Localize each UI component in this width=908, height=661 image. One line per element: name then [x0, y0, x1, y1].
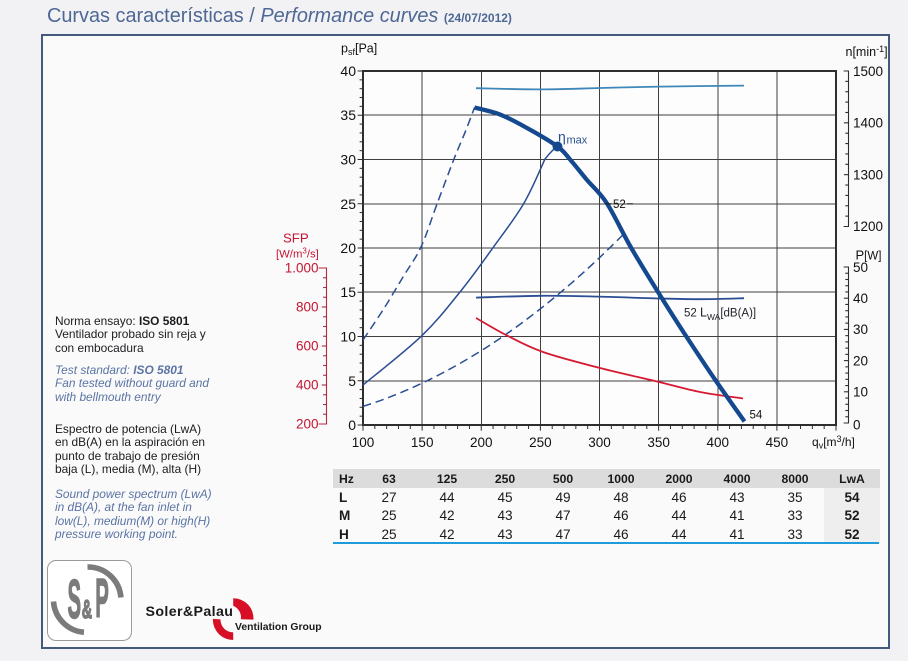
svg-text:800: 800 — [296, 300, 319, 315]
svg-text:35: 35 — [340, 107, 356, 123]
svg-text:100: 100 — [352, 435, 375, 450]
svg-text:P[W]: P[W] — [856, 248, 882, 263]
svg-text:0: 0 — [853, 418, 861, 433]
svg-text:P: P — [95, 566, 109, 628]
svg-text:Ventilation Group: Ventilation Group — [235, 622, 322, 633]
svg-text:Soler&Palau: Soler&Palau — [146, 604, 234, 620]
svg-text:[W/m3/s]: [W/m3/s] — [276, 247, 319, 261]
svg-text:1200: 1200 — [853, 219, 883, 234]
svg-text:S: S — [68, 568, 82, 630]
svg-text:20: 20 — [853, 353, 868, 368]
svg-text:max: max — [567, 134, 588, 146]
svg-text:1400: 1400 — [853, 116, 883, 131]
svg-text:25: 25 — [340, 196, 356, 212]
svg-text:1.000: 1.000 — [285, 261, 319, 276]
svg-text:30: 30 — [853, 322, 868, 337]
svg-text:250: 250 — [529, 435, 552, 450]
svg-text:150: 150 — [411, 435, 434, 450]
svg-text:10: 10 — [340, 329, 356, 345]
svg-text:300: 300 — [588, 435, 611, 450]
svg-text:54: 54 — [750, 410, 763, 422]
svg-text:50: 50 — [853, 260, 868, 275]
svg-text:400: 400 — [296, 378, 319, 393]
svg-text:200: 200 — [470, 435, 493, 450]
svg-text:SFP: SFP — [283, 231, 309, 246]
svg-text:200: 200 — [296, 417, 319, 432]
svg-text:350: 350 — [647, 435, 670, 450]
svg-text:450: 450 — [766, 435, 789, 450]
svg-text:600: 600 — [296, 339, 319, 354]
svg-text:52 LWA[dB(A)]: 52 LWA[dB(A)] — [684, 306, 756, 323]
svg-text:30: 30 — [340, 152, 356, 168]
svg-text:40: 40 — [340, 63, 356, 79]
svg-text:0: 0 — [348, 417, 356, 433]
svg-text:1500: 1500 — [853, 64, 883, 79]
svg-text:400: 400 — [707, 435, 730, 450]
svg-text:1300: 1300 — [853, 167, 883, 182]
svg-text:20: 20 — [340, 240, 356, 256]
svg-text:40: 40 — [853, 291, 868, 306]
svg-text:5: 5 — [348, 373, 356, 389]
svg-text:15: 15 — [340, 284, 356, 300]
svg-text:η: η — [558, 129, 566, 145]
svg-text:qv[m3/h]: qv[m3/h] — [812, 434, 855, 451]
svg-text:10: 10 — [853, 385, 868, 400]
svg-text:&: & — [82, 596, 92, 625]
svg-text:52: 52 — [613, 199, 626, 211]
